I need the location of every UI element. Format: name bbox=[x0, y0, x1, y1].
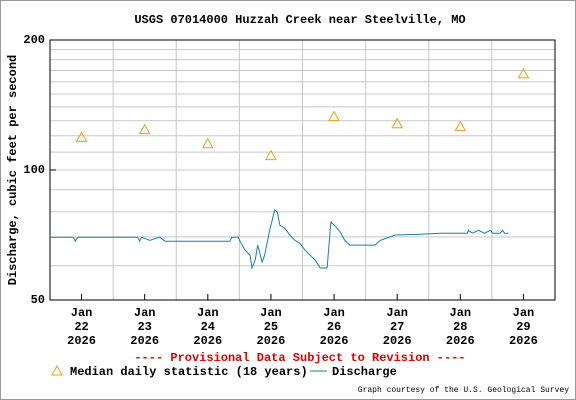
y-tick-label: 200 bbox=[23, 33, 45, 47]
median-marker bbox=[265, 149, 277, 161]
x-tick-label: Jan 29 2026 bbox=[509, 306, 538, 348]
y-tick-label: 50 bbox=[31, 293, 45, 307]
x-tick-label: Jan 22 2026 bbox=[67, 306, 96, 348]
x-tick-label: Jan 28 2026 bbox=[445, 306, 475, 348]
median-marker bbox=[201, 137, 214, 149]
median-marker bbox=[75, 131, 88, 142]
plot-border bbox=[49, 39, 556, 301]
median-marker bbox=[454, 120, 467, 132]
y-axis-label: Discharge, cubic feet per second bbox=[6, 55, 20, 285]
x-tick-label: Jan 24 2026 bbox=[193, 306, 223, 348]
x-tick-label: Jan 26 2026 bbox=[319, 306, 349, 348]
x-tick-label: Jan 27 2026 bbox=[382, 306, 412, 348]
credit: Graph courtesy of the U.S. Geological Su… bbox=[358, 386, 569, 395]
discharge-line bbox=[50, 209, 509, 270]
legend-marker bbox=[51, 364, 63, 376]
median-marker bbox=[517, 67, 530, 79]
legend-label: Median daily statistic (18 years) bbox=[70, 365, 308, 379]
y-tick-label: 100 bbox=[23, 163, 45, 177]
median-marker bbox=[391, 117, 404, 129]
legend-label: Discharge bbox=[332, 365, 397, 379]
x-tick-label: Jan 23 2026 bbox=[130, 306, 160, 348]
median-marker bbox=[138, 123, 151, 135]
chart-title: USGS 07014000 Huzzah Creek near Steelvil… bbox=[134, 13, 465, 27]
median-marker bbox=[328, 110, 340, 122]
notice: ---- Provisional Data Subject to Revisio… bbox=[134, 351, 465, 365]
x-tick-label: Jan 25 2026 bbox=[256, 306, 286, 348]
